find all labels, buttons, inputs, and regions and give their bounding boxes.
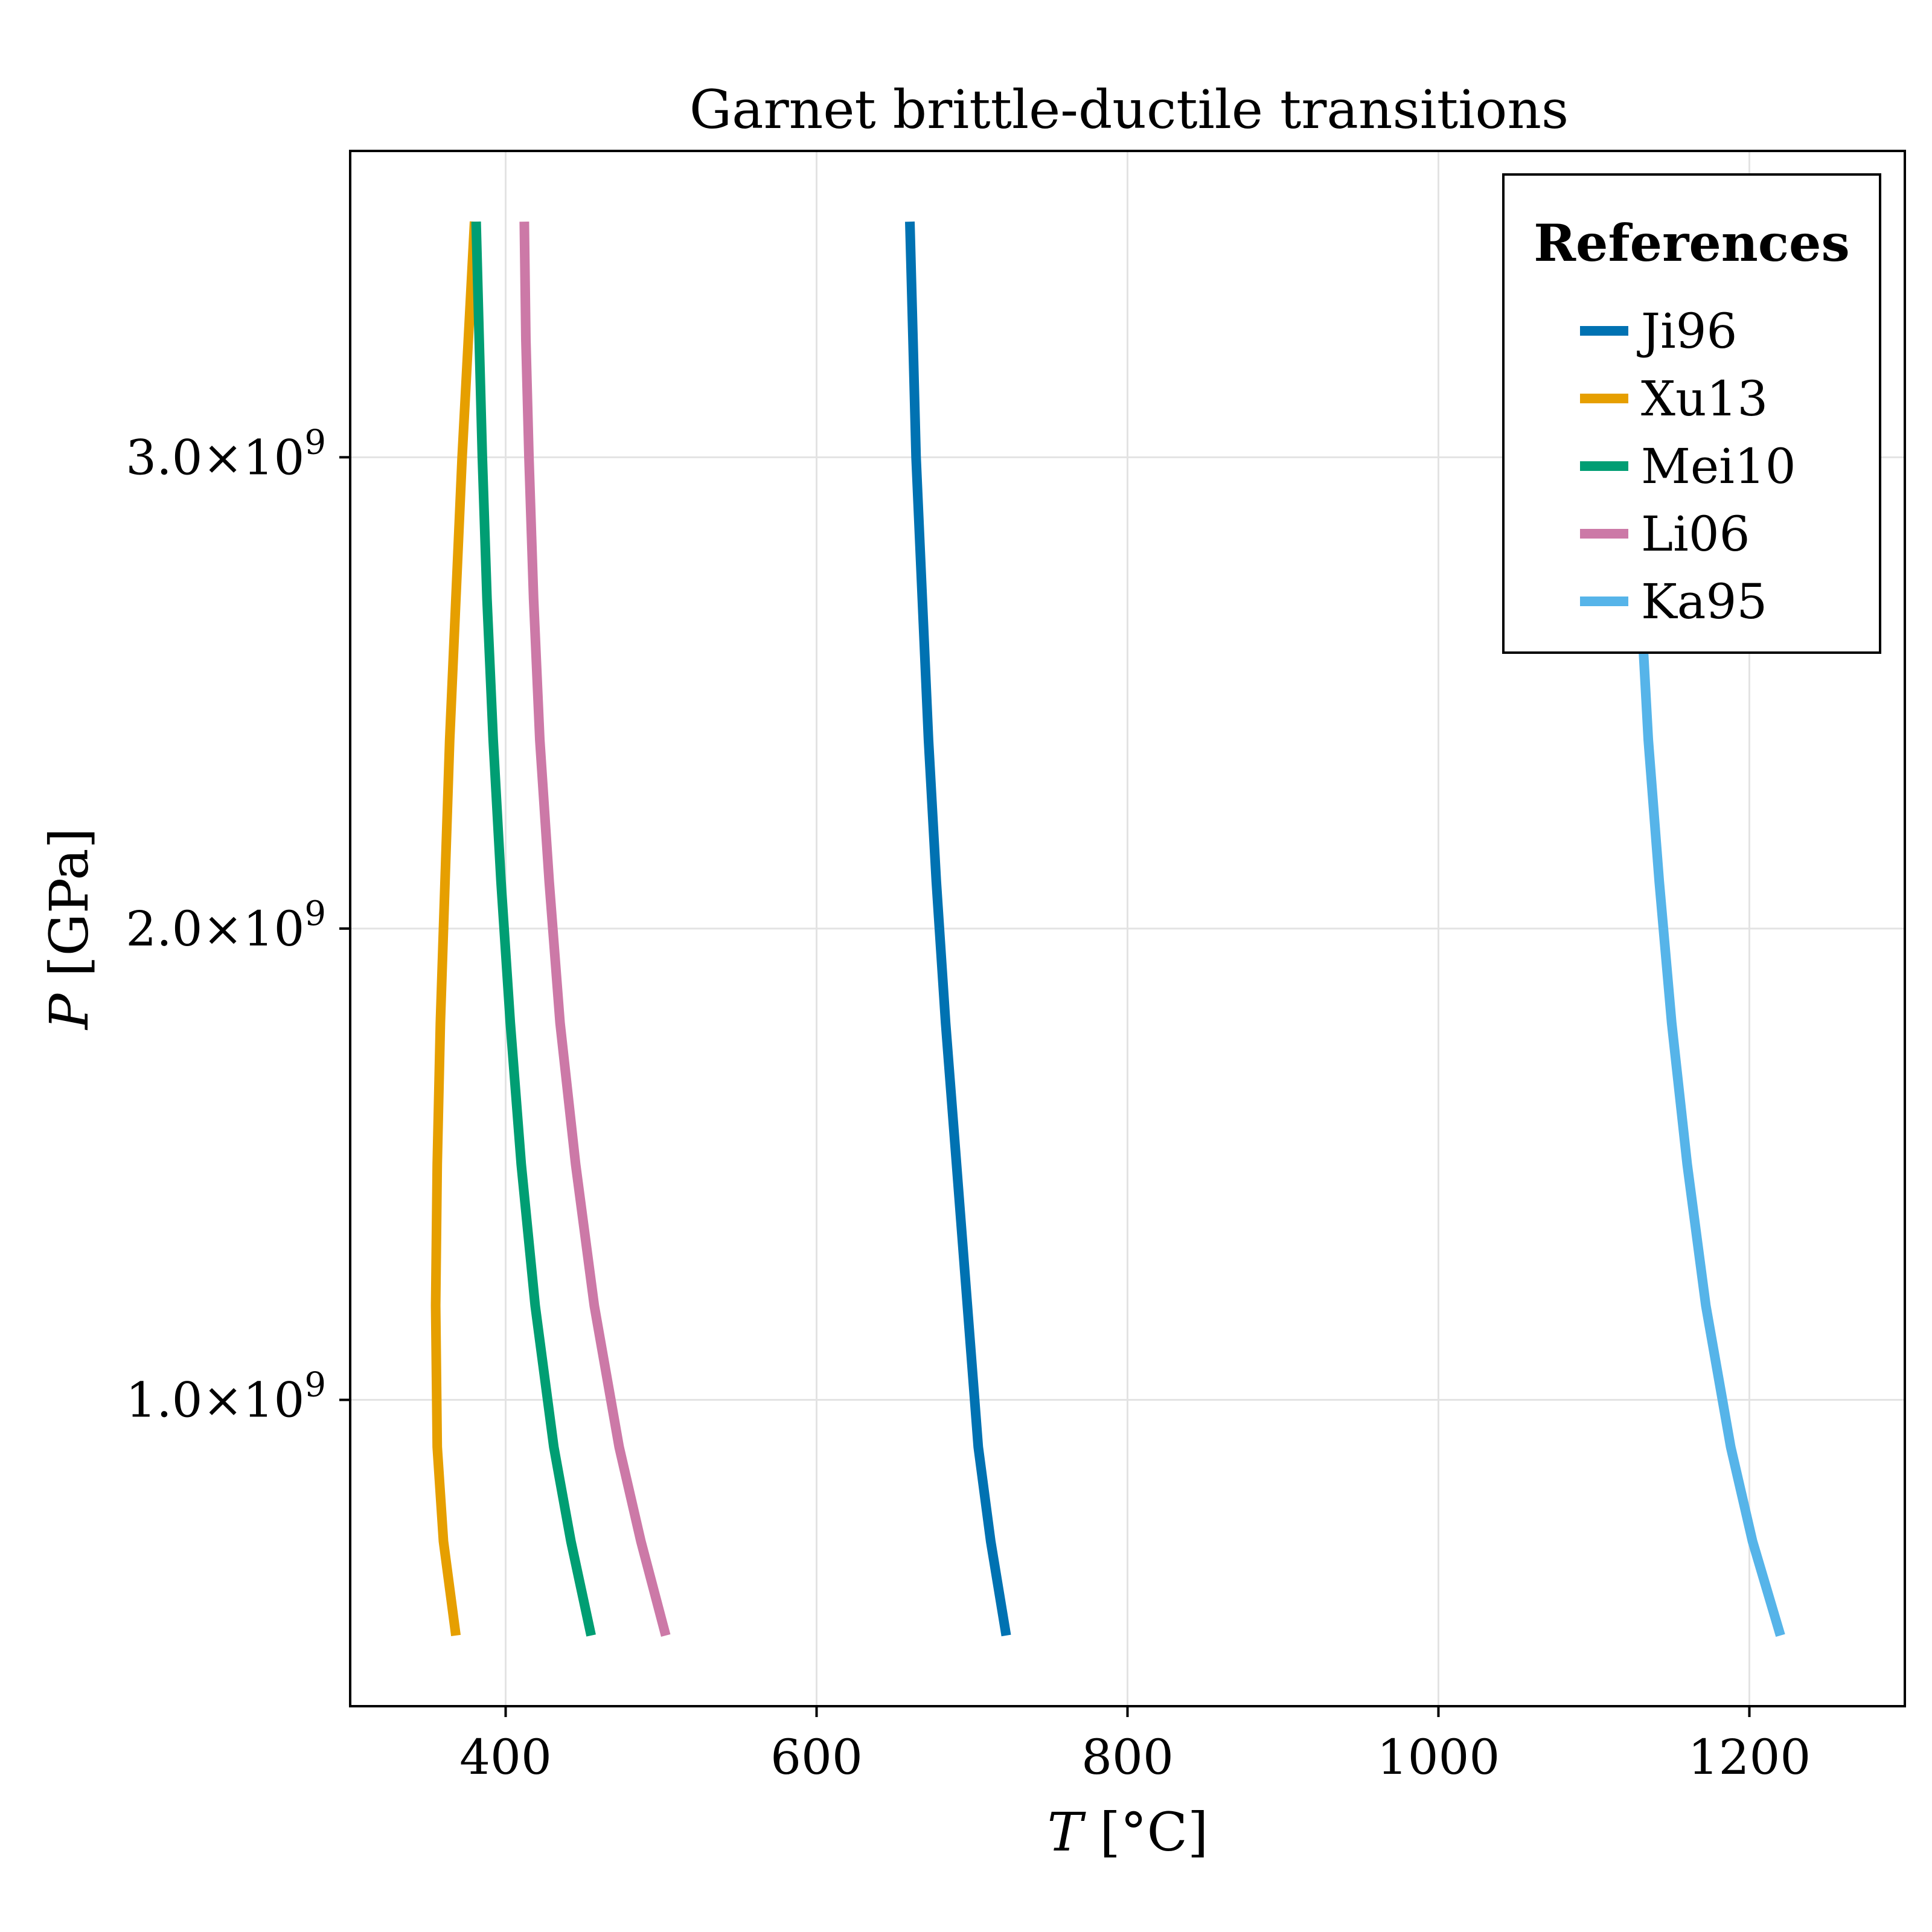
x-tick-label: 1000 [1377,1729,1500,1785]
plot-series [430,221,1785,1637]
grid-lines [350,151,1905,1706]
legend: References Ji96 Xu13 Mei10 Li06 Ka95 [1502,173,1881,654]
y-tick-label: 1.0×109 [126,1366,326,1428]
y-axis-label: P [GPa] [38,828,100,1031]
legend-box [1502,173,1881,654]
series-line-li06 [519,221,671,1637]
x-axis-unit: [°C] [1099,1801,1208,1863]
y-axis-variable: P [38,993,100,1031]
x-tick-label: 1200 [1688,1729,1811,1785]
legend-title: References [1534,213,1849,273]
series-line-xu13 [430,221,479,1636]
legend-label-ka95: Ka95 [1641,574,1767,630]
x-tick-label: 800 [1081,1729,1174,1785]
legend-label-li06: Li06 [1641,506,1750,562]
legend-label-mei10: Mei10 [1641,438,1796,494]
chart-title: Garnet brittle-ductile transitions [689,78,1569,141]
series-line-ji96 [905,221,1011,1637]
x-tick-label: 600 [770,1729,863,1785]
x-tick-label: 400 [459,1729,552,1785]
y-axis-unit: [GPa] [38,828,100,977]
series-line-mei10 [471,221,596,1637]
legend-label-ji96: Ji96 [1637,303,1737,359]
legend-label-xu13: Xu13 [1641,371,1768,427]
x-axis-variable: T [1048,1801,1087,1863]
y-tick-label: 2.0×109 [126,894,326,957]
y-tick-label: 3.0×109 [126,423,326,485]
x-axis-label: T [°C] [1048,1801,1209,1863]
legend-items: Ji96 Xu13 Mei10 Li06 Ka95 [1580,303,1796,630]
axis-ticks: 400 600 800 1000 1200 1.0×109 2.0×109 3.0×109 [126,423,1811,1785]
